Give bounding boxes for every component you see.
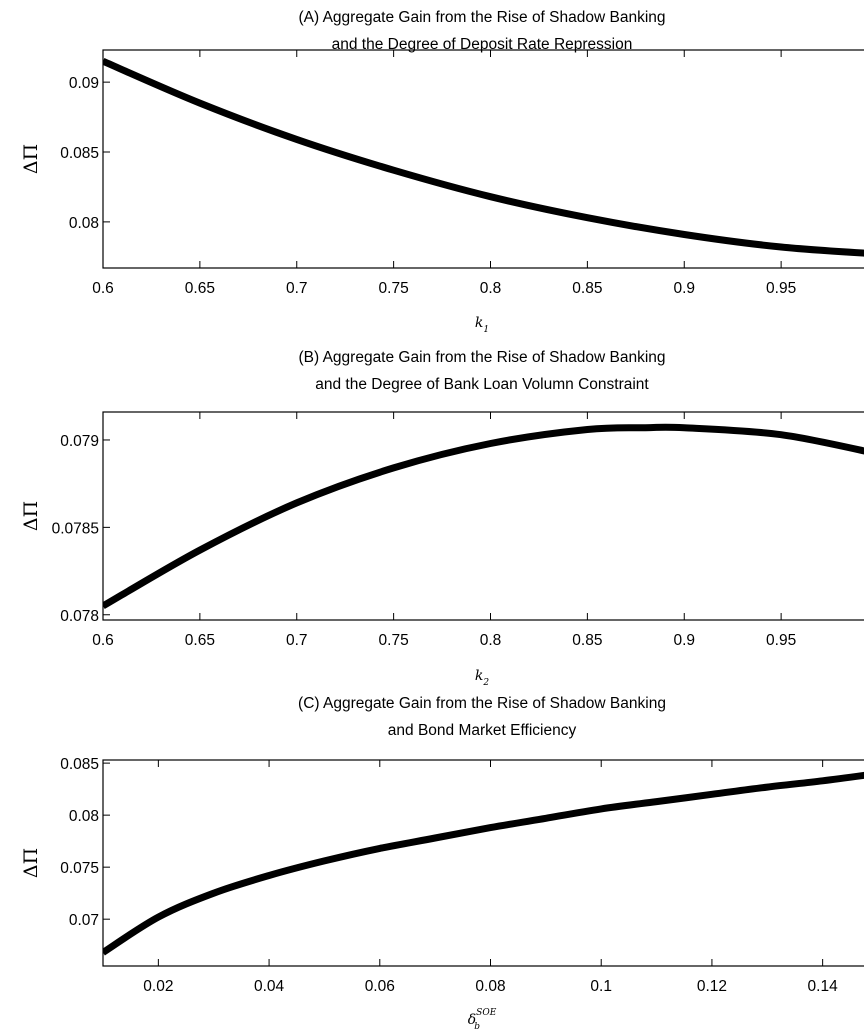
- panel-1-axes: [102, 49, 864, 269]
- x-tick-label: 0.1: [590, 978, 612, 995]
- panel-1-title-line-1: (A) Aggregate Gain from the Rise of Shad…: [298, 9, 665, 26]
- x-tick-label: 0.75: [379, 280, 409, 297]
- x-tick-label: 0.85: [572, 280, 602, 297]
- panel-1: (A) Aggregate Gain from the Rise of Shad…: [20, 9, 864, 335]
- x-tick-label: 0.6: [92, 632, 114, 649]
- panel-2-y-axis-label: ΔΠ: [20, 501, 42, 531]
- x-tick-label: 0.95: [766, 280, 796, 297]
- x-tick-label: 0.9: [673, 632, 695, 649]
- x-tick-label: 0.7: [286, 280, 308, 297]
- y-tick-label: 0.08: [69, 808, 99, 825]
- y-tick-label: 0.078: [60, 608, 99, 625]
- panel-2-title-line-2: and the Degree of Bank Loan Volumn Const…: [315, 376, 649, 393]
- panel-1-y-axis-label: ΔΠ: [20, 144, 42, 174]
- panel-2-title-line-1: (B) Aggregate Gain from the Rise of Shad…: [298, 349, 665, 366]
- panel-2-series-line-1: [103, 423, 864, 610]
- y-tick-label: 0.079: [60, 433, 99, 450]
- panel-1-x-axis-label: k1: [475, 315, 489, 335]
- x-tick-label: 0.02: [143, 978, 173, 995]
- y-tick-label: 0.085: [60, 145, 99, 162]
- x-tick-label: 0.8: [480, 632, 502, 649]
- panel-3-y-axis-label: ΔΠ: [20, 848, 42, 878]
- x-tick-label: 0.75: [379, 632, 409, 649]
- panel-3-series-line-1: [103, 771, 864, 956]
- y-tick-label: 0.075: [60, 860, 99, 877]
- panel-2: (B) Aggregate Gain from the Rise of Shad…: [20, 349, 864, 688]
- panel-1-title-line-2: and the Degree of Deposit Rate Repressio…: [332, 36, 633, 53]
- x-tick-label: 0.7: [286, 632, 308, 649]
- x-tick-label: 0.85: [572, 632, 602, 649]
- panel-2-x-axis-label: k2: [475, 668, 489, 688]
- panel-3: (C) Aggregate Gain from the Rise of Shad…: [20, 695, 864, 1032]
- x-tick-label: 0.65: [185, 632, 215, 649]
- x-tick-label: 0.9: [673, 280, 695, 297]
- y-tick-label: 0.07: [69, 912, 99, 929]
- y-tick-label: 0.08: [69, 215, 99, 232]
- panel-3-x-axis-label: δSOE b: [468, 1008, 497, 1032]
- panel-3-title-line-1: (C) Aggregate Gain from the Rise of Shad…: [298, 695, 666, 712]
- x-tick-label: 0.12: [697, 978, 727, 995]
- y-tick-label: 0.09: [69, 75, 99, 92]
- panel-1-series-line-1: [103, 57, 864, 257]
- x-tick-label: 0.08: [475, 978, 505, 995]
- x-tick-label: 0.14: [808, 978, 839, 995]
- x-tick-label: 0.06: [365, 978, 395, 995]
- x-tick-label: 0.8: [480, 280, 502, 297]
- x-tick-label: 0.04: [254, 978, 285, 995]
- x-tick-label: 0.6: [92, 280, 114, 297]
- x-tick-label: 0.95: [766, 632, 796, 649]
- y-tick-label: 0.0785: [52, 520, 99, 537]
- x-tick-label: 0.65: [185, 280, 215, 297]
- panel-3-title-line-2: and Bond Market Efficiency: [388, 722, 577, 739]
- y-tick-label: 0.085: [60, 756, 99, 773]
